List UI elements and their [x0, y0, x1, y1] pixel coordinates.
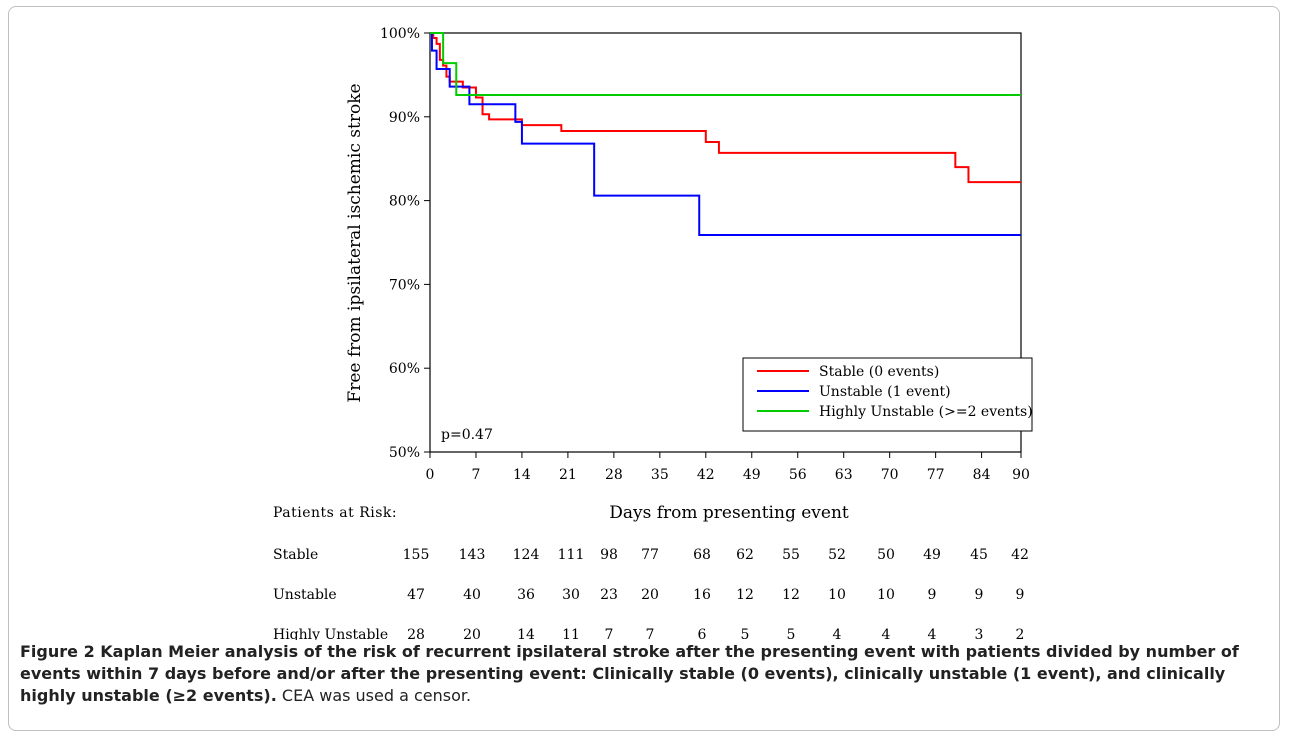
legend-label: Highly Unstable (>=2 events)	[819, 404, 1033, 420]
legend: Stable (0 events) Unstable (1 event) Highl…	[742, 357, 1033, 432]
risk-count: 2	[1016, 627, 1025, 640]
risk-count: 28	[407, 627, 425, 640]
x-tick-label: 14	[513, 467, 531, 483]
x-tick-label: 70	[881, 467, 899, 483]
risk-count: 50	[877, 547, 895, 563]
legend-label: Unstable (1 event)	[819, 384, 951, 400]
risk-count: 4	[833, 627, 842, 640]
patients-at-risk-table: Patients at Risk:Stable 155 143 124 111 98 77 6…	[273, 505, 1029, 640]
survival-curve-1	[430, 32, 1021, 236]
risk-count: 20	[463, 627, 481, 640]
risk-count: 98	[600, 547, 618, 563]
risk-row-label: Stable	[273, 547, 318, 563]
risk-count: 68	[693, 547, 711, 563]
risk-count: 10	[828, 587, 846, 603]
risk-count: 23	[600, 587, 618, 603]
risk-count: 55	[782, 547, 800, 563]
y-axis-title: Free from ipsilateral ischemic stroke	[345, 83, 365, 402]
risk-count: 111	[558, 547, 585, 563]
risk-count: 9	[928, 587, 937, 603]
y-tick-label: 60%	[389, 361, 420, 377]
risk-count: 45	[970, 547, 988, 563]
risk-count: 7	[605, 627, 614, 640]
risk-count: 16	[693, 587, 711, 603]
risk-count: 52	[828, 547, 846, 563]
figure-frame	[8, 6, 1280, 731]
risk-count: 124	[513, 547, 540, 563]
risk-count: 36	[517, 587, 535, 603]
x-tick-label: 21	[559, 467, 577, 483]
y-tick-label: 70%	[389, 277, 420, 293]
x-tick-label: 0	[426, 467, 435, 483]
y-tick-label: 90%	[389, 110, 420, 126]
risk-count: 10	[877, 587, 895, 603]
risk-count: 5	[787, 627, 796, 640]
caption-bold: Figure 2 Kaplan Meier analysis of the ri…	[20, 642, 1239, 705]
risk-table-title: Patients at Risk:	[273, 505, 397, 521]
risk-count: 49	[923, 547, 941, 563]
x-axis-title: Days from presenting event	[609, 503, 849, 523]
plot-area	[429, 32, 1022, 453]
caption-normal: CEA was used a censor.	[276, 686, 472, 705]
risk-count: 11	[562, 627, 580, 640]
x-tick-label: 28	[605, 467, 623, 483]
x-tick-label: 35	[651, 467, 669, 483]
risk-row-label: Highly Unstable	[273, 627, 388, 640]
survival-curve-0	[430, 32, 1021, 184]
x-tick-label: 7	[472, 467, 481, 483]
risk-count: 14	[517, 627, 535, 640]
risk-row-label: Unstable	[273, 587, 337, 603]
p-value-annotation: p=0.47	[441, 427, 493, 443]
y-tick-label: 80%	[389, 194, 420, 210]
risk-count: 12	[782, 587, 800, 603]
risk-count: 9	[975, 587, 984, 603]
risk-count: 62	[736, 547, 754, 563]
x-tick-label: 77	[927, 467, 945, 483]
risk-count: 77	[641, 547, 659, 563]
y-tick-label: 100%	[380, 26, 420, 42]
risk-count: 9	[1016, 587, 1025, 603]
risk-count: 4	[928, 627, 937, 640]
risk-count: 20	[641, 587, 659, 603]
risk-count: 6	[698, 627, 707, 640]
x-tick-label: 63	[835, 467, 853, 483]
survival-curve-2	[430, 32, 1021, 97]
x-tick-label: 49	[743, 467, 761, 483]
x-tick-label: 90	[1012, 467, 1030, 483]
figure-caption: Figure 2 Kaplan Meier analysis of the ri…	[20, 641, 1270, 707]
risk-count: 143	[459, 547, 486, 563]
risk-count: 5	[741, 627, 750, 640]
legend-label: Stable (0 events)	[819, 364, 939, 380]
risk-count: 42	[1011, 547, 1029, 563]
x-tick-label: 42	[697, 467, 715, 483]
risk-count: 40	[463, 587, 481, 603]
risk-count: 4	[882, 627, 891, 640]
risk-count: 12	[736, 587, 754, 603]
x-tick-label: 56	[789, 467, 807, 483]
kaplan-meier-chart: 50%60%70%80%90%100%0 7 14 21 28 35 42 49 56 63 70 7…	[273, 26, 1033, 640]
risk-count: 30	[562, 587, 580, 603]
risk-count: 7	[646, 627, 655, 640]
x-tick-label: 84	[973, 467, 991, 483]
risk-count: 47	[407, 587, 425, 603]
risk-count: 155	[403, 547, 430, 563]
y-tick-label: 50%	[389, 445, 420, 461]
risk-count: 3	[975, 627, 984, 640]
